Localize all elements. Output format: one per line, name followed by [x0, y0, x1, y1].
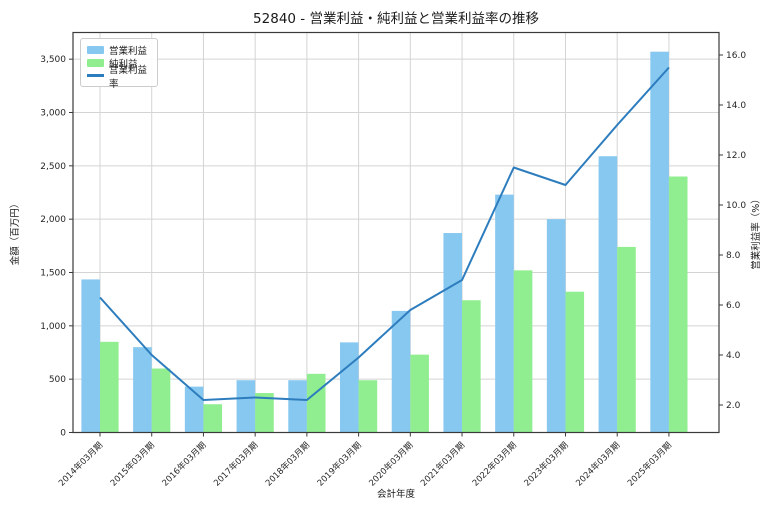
bar-operating-profit [81, 279, 100, 433]
bar-operating-profit [391, 310, 411, 433]
right-tick-label: 14.0 [726, 101, 746, 111]
bar-net-profit [513, 270, 533, 433]
legend-item-operating-profit: 営業利益 [87, 43, 151, 57]
left-tick-label: 500 [49, 375, 66, 385]
bar-net-profit [255, 393, 274, 433]
bar-net-profit [668, 176, 688, 433]
bar-net-profit [410, 354, 429, 433]
left-tick-label: 3,500 [40, 55, 66, 65]
x-tick-label: 2020年03月期 [367, 440, 416, 489]
x-axis-title: 会計年度 [376, 489, 415, 500]
bar-net-profit [358, 380, 378, 433]
profit-margin-line-swatch-icon [87, 74, 104, 77]
right-tick-label: 4.0 [726, 351, 741, 361]
net-profit-swatch-icon [87, 58, 104, 67]
x-tick-label: 2025年03月期 [625, 440, 674, 489]
bar-operating-profit [495, 194, 514, 433]
x-tick-label: 2023年03月期 [522, 440, 571, 489]
bar-net-profit [306, 373, 326, 433]
x-tick-label: 2021年03月期 [418, 440, 467, 489]
bar-net-profit [203, 404, 223, 433]
right-tick-label: 8.0 [726, 251, 741, 261]
right-tick-label: 6.0 [726, 301, 741, 311]
bar-operating-profit [546, 219, 566, 433]
legend-item-profit-margin: 営業利益率 [87, 65, 151, 90]
x-tick-label: 2015年03月期 [108, 440, 157, 489]
legend-label-profit-margin: 営業利益率 [109, 64, 148, 90]
bar-operating-profit [443, 233, 463, 433]
left-tick-label: 1,500 [40, 269, 66, 279]
x-tick-label: 2024年03月期 [574, 440, 623, 489]
bar-net-profit [565, 291, 585, 433]
legend-label-net-profit: 純利益 [109, 58, 138, 70]
right-tick-label: 12.0 [726, 151, 746, 161]
left-tick-label: 0 [60, 429, 66, 439]
x-tick-label: 2016年03月期 [160, 440, 209, 489]
chart-title: 52840 - 営業利益・純利益と営業利益率の推移 [253, 11, 539, 27]
legend-label-operating-profit: 営業利益 [109, 45, 148, 57]
bar-net-profit [151, 368, 171, 433]
right-tick-label: 10.0 [726, 201, 746, 211]
left-tick-label: 3,000 [40, 109, 66, 119]
left-tick-label: 2,000 [40, 215, 66, 225]
left-tick-label: 1,000 [40, 322, 66, 332]
bar-operating-profit [236, 380, 256, 433]
legend-item-net-profit: 純利益 [87, 56, 151, 70]
right-tick-label: 16.0 [726, 51, 746, 61]
bar-net-profit [462, 300, 481, 433]
left-tick-label: 2,500 [40, 162, 66, 172]
x-tick-label: 2022年03月期 [470, 440, 519, 489]
x-tick-label: 2018年03月期 [263, 440, 312, 489]
bar-operating-profit [598, 156, 618, 433]
bar-operating-profit [133, 347, 152, 433]
bar-operating-profit [340, 342, 359, 433]
bar-net-profit [617, 246, 636, 433]
x-tick-label: 2019年03月期 [315, 440, 364, 489]
profit-margin-line [99, 66, 670, 401]
bar-operating-profit [184, 386, 204, 433]
x-tick-label: 2014年03月期 [56, 440, 105, 489]
bar-operating-profit [288, 380, 307, 433]
legend: 営業利益 純利益 営業利益率 [80, 38, 158, 90]
bar-net-profit [100, 341, 119, 433]
x-tick-label: 2017年03月期 [212, 440, 261, 489]
bar-operating-profit [650, 51, 669, 433]
plot-border [72, 31, 720, 434]
operating-profit-swatch-icon [87, 45, 104, 54]
right-tick-label: 2.0 [726, 401, 741, 411]
